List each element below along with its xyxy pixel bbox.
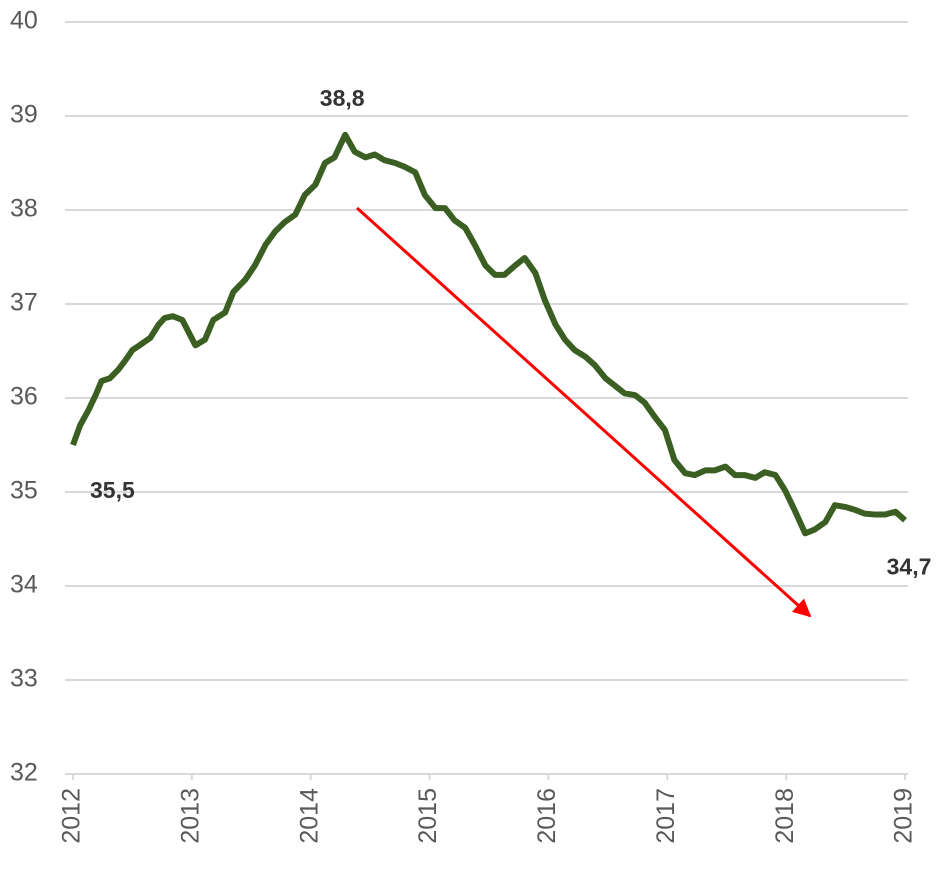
x-tick-label: 2016 [533,788,561,844]
x-tick-label: 2018 [771,788,799,844]
data-label: 35,5 [90,477,135,503]
trend-arrow [355,206,812,618]
data-label: 34,7 [887,553,932,579]
y-tick-label: 38 [10,195,38,223]
x-tick-label: 2019 [890,788,918,844]
x-tick-label: 2013 [176,788,204,844]
x-tick-label: 2017 [652,788,680,844]
y-tick-label: 33 [10,665,38,693]
y-tick-label: 32 [10,759,38,787]
x-tick-label: 2014 [295,788,323,844]
y-tick-label: 34 [10,571,38,599]
grid [65,21,908,780]
y-tick-label: 40 [10,7,38,35]
y-tick-label: 36 [10,383,38,411]
data-label: 38,8 [320,85,365,111]
y-tick-label: 35 [10,477,38,505]
x-tick-label: 2012 [58,788,86,844]
y-tick-label: 37 [10,289,38,317]
data-line [70,131,907,537]
plot [70,131,907,537]
x-tick-label: 2015 [414,788,442,844]
y-tick-label: 39 [10,101,38,129]
